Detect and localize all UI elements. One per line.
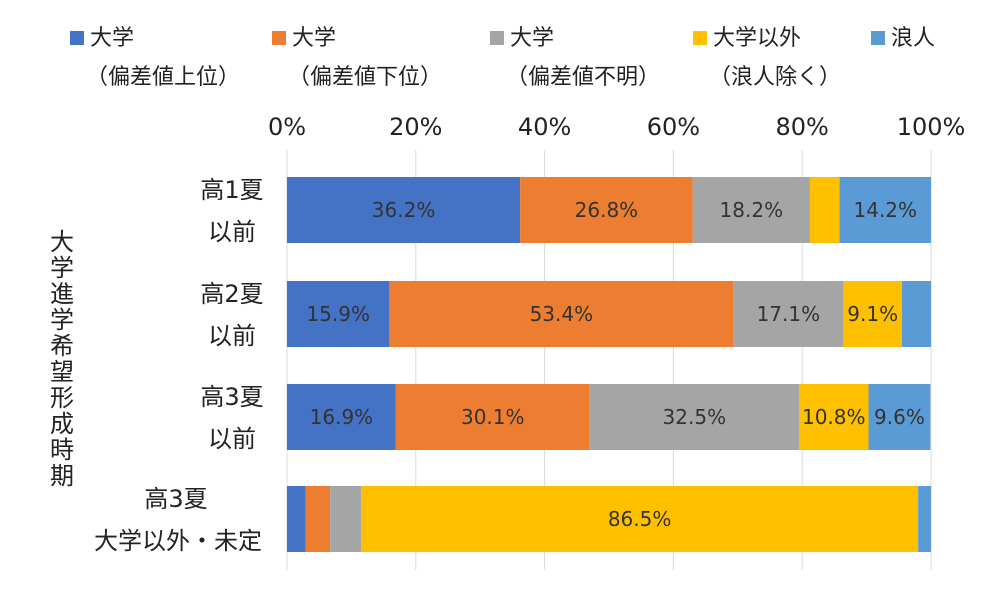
y-axis-label-char-5: 望 (50, 358, 74, 386)
y-axis-label-char-7: 成 (50, 410, 74, 438)
y-axis-label-char-6: 形 (50, 384, 74, 412)
legend-sublabel-2: （偏差値不明） (506, 65, 660, 90)
x-tick-label-3: 60% (647, 113, 700, 141)
y-axis-label-char-9: 期 (50, 462, 74, 490)
data-label-2-2: 32.5% (663, 405, 727, 429)
legend-swatch-3 (693, 31, 707, 45)
bar-segment-2-3 (798, 384, 869, 450)
legend-label-4: 浪人 (891, 26, 935, 51)
data-label-2-1: 30.1% (461, 405, 525, 429)
data-label-2-0: 16.9% (310, 405, 374, 429)
legend-label-3: 大学以外 (713, 26, 801, 51)
x-tick-label-0: 0% (268, 113, 306, 141)
legend-swatch-1 (272, 31, 286, 45)
bar-segment-1-3 (843, 281, 903, 347)
bar-segment-2-2 (589, 384, 799, 450)
legend-swatch-4 (871, 31, 885, 45)
legend-sublabel-3: （浪人除く） (709, 65, 841, 90)
legend-swatch-2 (490, 31, 504, 45)
bar-segment-1-1 (389, 281, 734, 347)
bar-segment-3-4 (918, 486, 931, 552)
legend-label-0: 大学 (90, 26, 134, 51)
y-axis-label-char-1: 学 (50, 254, 74, 282)
legend-sublabel-1: （偏差値下位） (288, 65, 442, 90)
x-tick-label-1: 20% (389, 113, 442, 141)
bar-segment-1-2 (733, 281, 844, 347)
y-axis-label-char-2: 進 (50, 280, 74, 308)
y-axis-label-char-3: 学 (50, 306, 74, 334)
bar-segment-0-2 (692, 177, 810, 243)
bar-segment-2-1 (395, 384, 590, 450)
legend: 大学 （偏差値上位） 大学 （偏差値下位） 大学 （偏差値不明） 大学以外 （浪人除く） 浪人 (70, 26, 935, 90)
y-axis-label-char-0: 大 (50, 228, 74, 256)
y-axis-label-char-8: 時 (50, 436, 74, 464)
category-label-3-0: 高3夏 (144, 485, 207, 513)
data-label-3-3: 86.5% (608, 507, 672, 531)
bar-segment-2-4 (868, 384, 931, 450)
bars: 36.2% 26.8% 18.2% 14.2% 15.9% 53.4% 17.1% 9.1% 1… (287, 177, 931, 552)
category-label-2-0: 高3夏 (200, 383, 263, 411)
bar-segment-1-4 (902, 281, 931, 347)
data-label-0-4: 14.2% (854, 198, 918, 222)
bar-segment-0-1 (520, 177, 693, 243)
bar-segment-0-0 (287, 177, 521, 243)
bar-segment-1-0 (287, 281, 390, 347)
x-tick-label-2: 40% (518, 113, 571, 141)
bar-segment-2-0 (287, 384, 396, 450)
data-label-0-1: 26.8% (575, 198, 639, 222)
x-tick-label-4: 80% (776, 113, 829, 141)
legend-label-2: 大学 (510, 26, 554, 51)
x-tick-label-5: 100% (897, 113, 966, 141)
data-label-1-1: 53.4% (530, 302, 594, 326)
legend-swatch-0 (70, 31, 84, 45)
data-label-2-4: 9.6% (874, 405, 925, 429)
bar-segment-0-4 (839, 177, 931, 243)
x-axis: 0% 20% 40% 60% 80% 100% (268, 113, 965, 141)
data-label-2-3: 10.8% (802, 405, 866, 429)
legend-sublabel-0: （偏差値上位） (86, 65, 240, 90)
category-label-0-1: 以前 (208, 218, 256, 246)
data-label-1-0: 15.9% (306, 302, 370, 326)
data-label-1-2: 17.1% (757, 302, 821, 326)
category-label-0-0: 高1夏 (200, 176, 263, 204)
y-axis-label-char-4: 希 (50, 332, 74, 360)
bar-segment-0-3 (809, 177, 840, 243)
bar-segment-3-1 (305, 486, 331, 552)
data-label-0-0: 36.2% (372, 198, 436, 222)
bar-segment-3-2 (330, 486, 362, 552)
data-label-0-2: 18.2% (720, 198, 784, 222)
category-label-1-1: 以前 (208, 322, 256, 350)
category-label-2-1: 以前 (208, 425, 256, 453)
bar-segment-3-3 (361, 486, 919, 552)
data-label-1-3: 9.1% (847, 302, 898, 326)
legend-label-1: 大学 (292, 26, 336, 51)
bar-segment-3-0 (287, 486, 306, 552)
category-label-3-1: 大学以外・未定 (94, 527, 262, 555)
category-label-1-0: 高2夏 (200, 280, 263, 308)
